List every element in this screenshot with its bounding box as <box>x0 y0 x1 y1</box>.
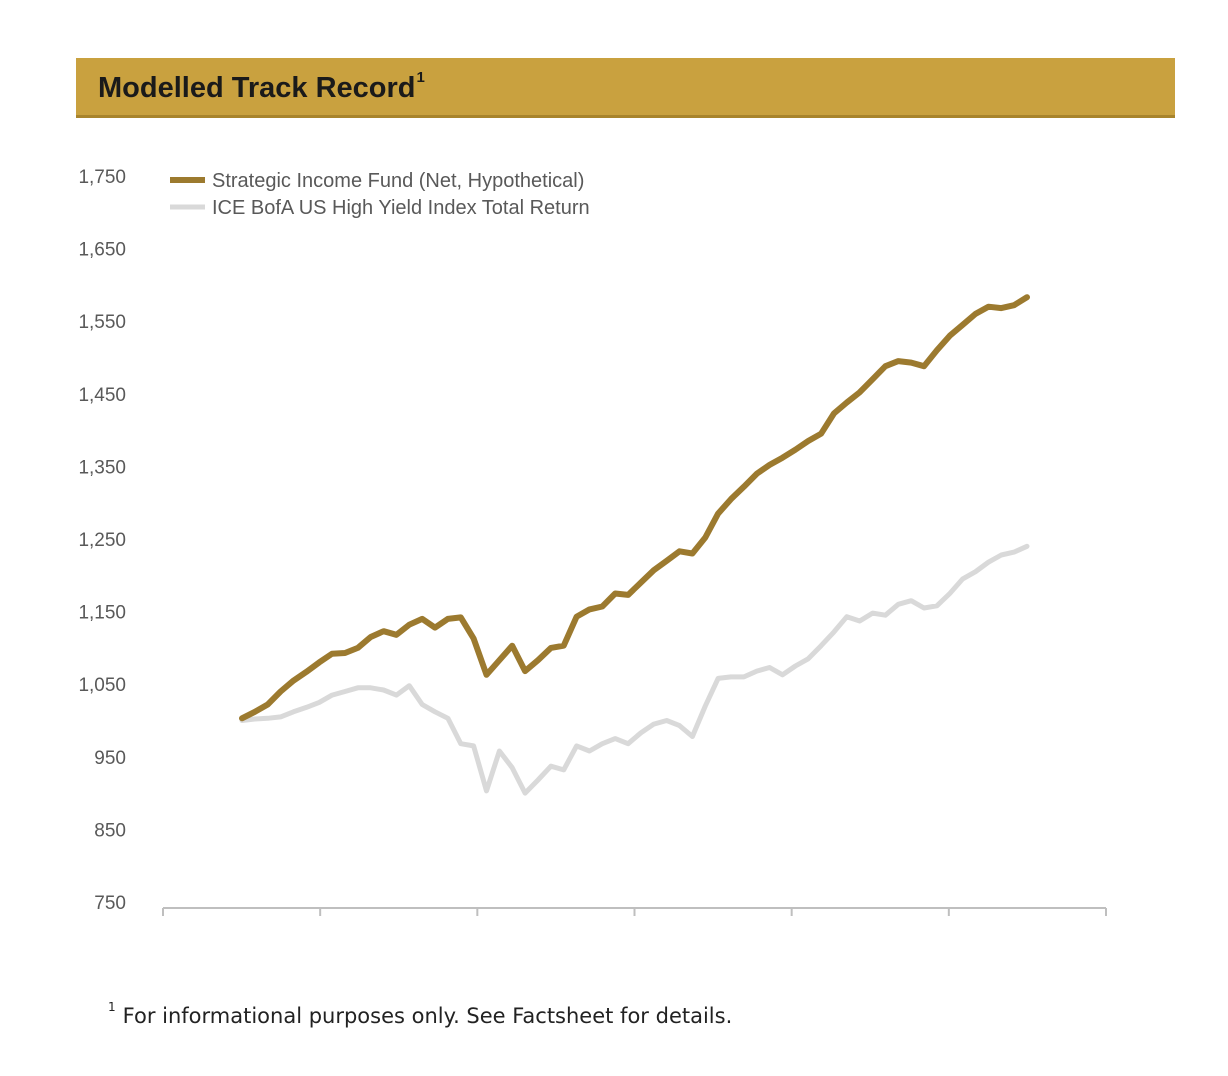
footnote-reference: 1 <box>416 69 425 87</box>
y-tick-label: 1,750 <box>78 167 126 188</box>
section-title: Modelled Track Record1 <box>98 69 425 105</box>
y-tick-label: 1,150 <box>78 603 126 624</box>
y-tick-label: 950 <box>94 748 126 769</box>
legend: Strategic Income Fund (Net, Hypothetical… <box>170 170 590 219</box>
x-axis <box>162 907 1107 916</box>
y-tick-label: 1,250 <box>78 530 126 551</box>
y-tick-label: 1,450 <box>78 385 126 406</box>
index-series-line <box>239 543 1030 796</box>
track-record-chart: 750 850 950 1,050 1,150 1,250 1,350 1,450 1,550 1… <box>78 167 1107 916</box>
y-axis-tick-labels: 750 850 950 1,050 1,150 1,250 1,350 1,450 1,550 1… <box>78 167 126 914</box>
legend-label-index: ICE BofA US High Yield Index Total Retur… <box>212 197 590 219</box>
y-tick-label: 1,550 <box>78 312 126 333</box>
y-tick-label: 1,050 <box>78 675 126 696</box>
y-tick-label: 1,650 <box>78 240 126 261</box>
series-lines <box>239 294 1030 796</box>
section-title-text: Modelled Track Record <box>98 72 416 104</box>
footnote: 1 For informational purposes only. See Fa… <box>108 1000 733 1028</box>
section-header: Modelled Track Record1 <box>76 58 1175 118</box>
footnote-text: For informational purposes only. See Fac… <box>122 1004 733 1028</box>
y-tick-label: 850 <box>94 820 126 841</box>
y-tick-label: 1,350 <box>78 457 126 478</box>
fund-series-line <box>239 294 1030 722</box>
y-tick-label: 750 <box>94 893 126 914</box>
legend-label-fund: Strategic Income Fund (Net, Hypothetical… <box>212 170 584 192</box>
footnote-marker: 1 <box>108 1000 116 1014</box>
